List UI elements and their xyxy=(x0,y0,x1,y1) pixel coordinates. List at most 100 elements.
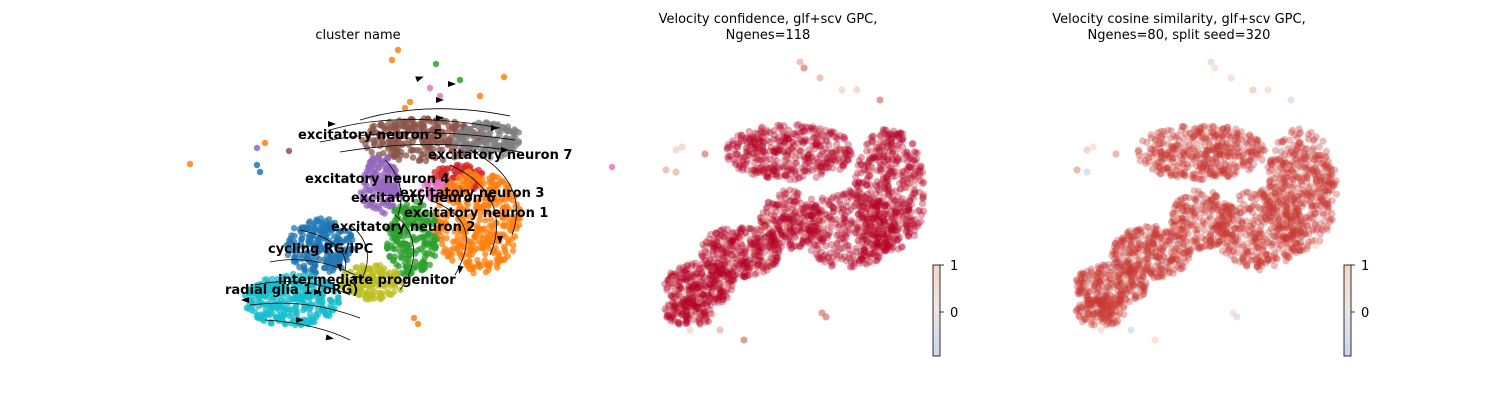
cluster-point xyxy=(406,98,414,106)
cluster-point xyxy=(293,259,300,266)
cluster-point xyxy=(407,147,414,154)
cosine-point xyxy=(1171,154,1179,162)
confidence-point xyxy=(906,216,914,224)
confidence-point xyxy=(674,308,682,316)
confidence-point xyxy=(790,141,798,150)
cluster-point xyxy=(451,209,458,216)
cluster-point xyxy=(360,197,367,204)
cosine-point xyxy=(1292,162,1300,170)
cluster-point xyxy=(253,161,261,169)
cosine-point xyxy=(1160,127,1168,135)
confidence-point xyxy=(889,223,897,231)
confidence-point xyxy=(877,222,885,230)
cluster-point xyxy=(488,136,495,143)
cosine-point xyxy=(1301,164,1310,172)
cluster-point xyxy=(371,155,378,162)
cosine-point xyxy=(1204,147,1212,155)
cluster-point xyxy=(456,76,464,84)
cluster-point xyxy=(427,193,435,201)
confidence-point xyxy=(863,147,871,155)
cosine-point xyxy=(1223,172,1232,180)
confidence-point xyxy=(771,236,779,244)
cosine-point xyxy=(1316,193,1324,201)
cluster-label: excitatory neuron 6 xyxy=(351,191,495,206)
confidence-point xyxy=(905,230,913,238)
cluster-point xyxy=(316,225,324,232)
cosine-point xyxy=(1278,166,1286,174)
cluster-point xyxy=(409,154,417,161)
cluster-point xyxy=(476,216,483,224)
cosine-point xyxy=(1283,173,1291,181)
cluster-point xyxy=(492,141,499,148)
confidence-point xyxy=(852,225,861,233)
cluster-point xyxy=(256,168,264,176)
confidence-point xyxy=(850,256,859,264)
confidence-point xyxy=(843,241,851,249)
confidence-point xyxy=(719,244,727,252)
cosine-point xyxy=(1224,152,1232,160)
cluster-point xyxy=(335,299,342,307)
cluster-point xyxy=(451,167,458,175)
cluster-point xyxy=(384,177,391,185)
confidence-point xyxy=(826,257,835,266)
cluster-point xyxy=(483,261,491,269)
confidence-point xyxy=(675,319,683,328)
confidence-point xyxy=(864,238,872,246)
cluster-point xyxy=(416,147,423,154)
cluster-point xyxy=(486,179,493,186)
confidence-point xyxy=(793,121,801,129)
confidence-point xyxy=(750,159,759,167)
cosine-point xyxy=(1136,149,1144,157)
cosine-point xyxy=(1172,166,1180,174)
cluster-point xyxy=(503,127,511,135)
confidence-point xyxy=(894,235,902,244)
confidence-point xyxy=(793,192,801,200)
confidence-point xyxy=(909,140,917,148)
confidence-point xyxy=(898,243,906,251)
cluster-point xyxy=(388,145,396,152)
confidence-point xyxy=(838,86,846,94)
confidence-point xyxy=(758,123,766,131)
cosine-point xyxy=(1139,137,1147,145)
confidence-point xyxy=(780,122,788,130)
cluster-point xyxy=(397,254,404,261)
cluster-point xyxy=(475,177,483,184)
cluster-point xyxy=(384,245,391,252)
cluster-point xyxy=(408,124,415,131)
confidence-point xyxy=(818,237,826,245)
confidence-point xyxy=(771,217,779,225)
cluster-point xyxy=(424,153,431,160)
cluster-point xyxy=(508,235,516,242)
confidence-point xyxy=(822,163,830,171)
confidence-point xyxy=(866,196,874,204)
confidence-point xyxy=(877,152,885,160)
cosine-point xyxy=(1310,156,1318,164)
colorbar-gradient xyxy=(932,264,941,357)
cosine-point xyxy=(1231,153,1239,162)
cosine-point xyxy=(1136,157,1144,165)
cluster-point xyxy=(382,126,389,133)
cluster-point xyxy=(475,123,482,130)
confidence-point xyxy=(724,155,733,164)
cluster-point xyxy=(381,170,388,177)
cluster-point xyxy=(388,194,396,201)
confidence-point xyxy=(843,198,851,206)
cluster-point xyxy=(454,131,462,139)
cluster-point xyxy=(385,155,392,162)
cluster-point xyxy=(495,174,502,181)
cluster-point xyxy=(364,132,371,139)
panel-velocity-confidence: Velocity confidence, glf+scv GPC, Ngenes… xyxy=(659,12,958,357)
cluster-point xyxy=(469,263,476,270)
cosine-point xyxy=(1156,153,1164,162)
confidence-point xyxy=(757,156,766,164)
confidence-point xyxy=(888,149,897,157)
cluster-point xyxy=(333,256,340,263)
confidence-point xyxy=(910,186,919,194)
confidence-point xyxy=(829,164,837,172)
cluster-point xyxy=(487,154,494,161)
confidence-point xyxy=(722,282,730,290)
cluster-label: excitatory neuron 4 xyxy=(305,172,449,187)
cluster-point xyxy=(262,310,269,317)
confidence-point xyxy=(822,126,830,135)
cosine-point xyxy=(1314,172,1322,180)
